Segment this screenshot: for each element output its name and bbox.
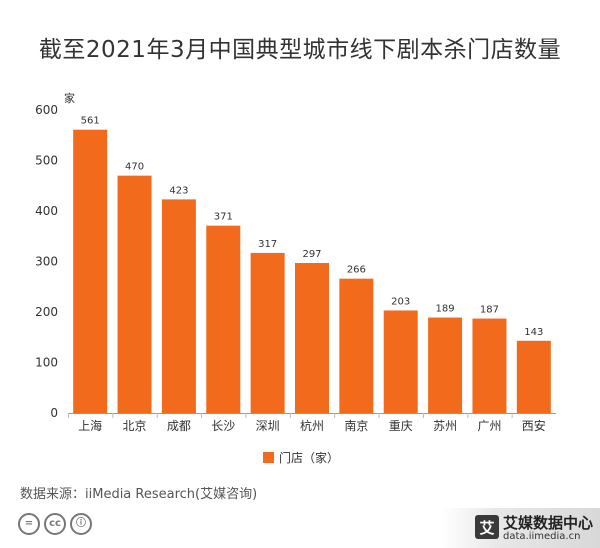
data-label: 143	[524, 327, 543, 338]
x-tick-label: 南京	[344, 418, 368, 433]
x-tick-label: 长沙	[211, 419, 235, 433]
license-icons: = cc ⓘ	[18, 513, 92, 537]
data-source: 数据来源：iiMedia Research(艾媒咨询)	[20, 487, 258, 502]
y-tick-label: 400	[35, 204, 58, 218]
bar	[73, 129, 108, 413]
legend: 门店（家）	[263, 450, 339, 465]
legend-label: 门店（家）	[279, 450, 339, 465]
brand-watermark: 艾 艾媒数据中心 data.iimedia.cn	[441, 508, 600, 548]
brand-url: data.iimedia.cn	[503, 531, 581, 542]
creative-commons-icon: cc	[44, 513, 66, 535]
brand-logo-icon: 艾	[475, 515, 499, 539]
chart-title: 截至2021年3月中国典型城市线下剧本杀门店数量	[38, 37, 562, 63]
x-tick-label: 西安	[522, 418, 546, 433]
data-label: 266	[347, 265, 366, 276]
y-tick-label: 300	[35, 255, 58, 269]
data-label: 561	[81, 116, 100, 127]
x-tick-label: 北京	[123, 419, 147, 433]
bar	[206, 225, 241, 413]
data-label: 317	[258, 239, 277, 250]
bar	[383, 310, 418, 413]
y-axis: 0 100 200 300 400 500 600 家	[35, 91, 75, 420]
x-tick-label: 上海	[78, 418, 102, 433]
data-label: 297	[302, 249, 321, 260]
x-tick-label: 重庆	[389, 419, 413, 433]
y-tick-label: 500	[35, 154, 58, 168]
x-tick-label: 成都	[167, 419, 191, 433]
bar	[339, 278, 374, 413]
attribution-icon: ⓘ	[70, 513, 92, 535]
y-tick-label: 600	[35, 103, 58, 117]
bar	[428, 317, 463, 413]
data-label: 371	[214, 212, 233, 223]
x-tick-label: 深圳	[256, 419, 280, 433]
bar	[161, 199, 196, 413]
legend-swatch	[263, 452, 274, 463]
brand-name: 艾媒数据中心	[503, 514, 594, 532]
y-tick-label: 0	[50, 406, 58, 420]
x-tick-label: 杭州	[300, 418, 324, 433]
y-tick-label: 100	[35, 356, 58, 370]
x-tick-label: 广州	[477, 419, 501, 433]
bar	[516, 340, 551, 413]
bar	[117, 175, 152, 413]
x-tick-label: 苏州	[433, 419, 457, 433]
x-axis: 上海 北京 成都 长沙 深圳 杭州 南京 重庆 苏州 广州 西安	[68, 413, 556, 433]
bar	[295, 263, 329, 413]
data-label: 187	[480, 305, 499, 316]
y-tick-label: 200	[35, 305, 58, 319]
data-label: 423	[169, 185, 188, 196]
y-unit-label: 家	[64, 91, 75, 105]
bar	[472, 318, 507, 413]
data-label: 470	[125, 162, 144, 173]
bar	[250, 252, 285, 413]
data-label: 189	[436, 304, 455, 315]
equals-icon: =	[18, 513, 40, 535]
data-label: 203	[391, 296, 410, 307]
brand-background	[441, 508, 600, 548]
bars: 561 470 423 371 317 297 266 203 189 187 143	[73, 116, 551, 413]
